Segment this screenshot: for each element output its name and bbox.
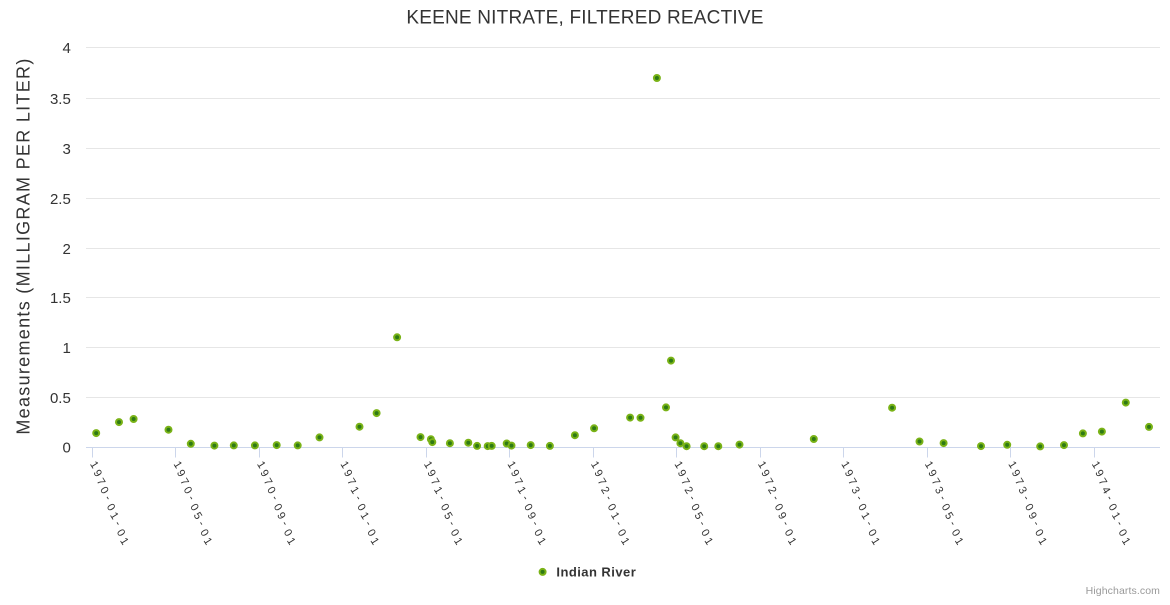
svg-text:Measurements (MILLIGRAM PER LI: Measurements (MILLIGRAM PER LITER)	[14, 57, 34, 434]
svg-text:3.5: 3.5	[50, 91, 71, 108]
svg-text:4: 4	[62, 40, 70, 57]
svg-text:1.5: 1.5	[50, 290, 71, 307]
svg-text:3: 3	[62, 141, 70, 158]
svg-text:1: 1	[62, 340, 70, 357]
svg-text:2.5: 2.5	[50, 191, 71, 208]
svg-text:0: 0	[62, 439, 70, 456]
svg-text:Indian River: Indian River	[556, 565, 636, 580]
svg-text:Highcharts.com: Highcharts.com	[1086, 585, 1160, 597]
svg-text:KEENE NITRATE, FILTERED REACTI: KEENE NITRATE, FILTERED REACTIVE	[406, 7, 763, 28]
svg-text:0.5: 0.5	[50, 390, 71, 407]
svg-text:2: 2	[62, 241, 70, 258]
